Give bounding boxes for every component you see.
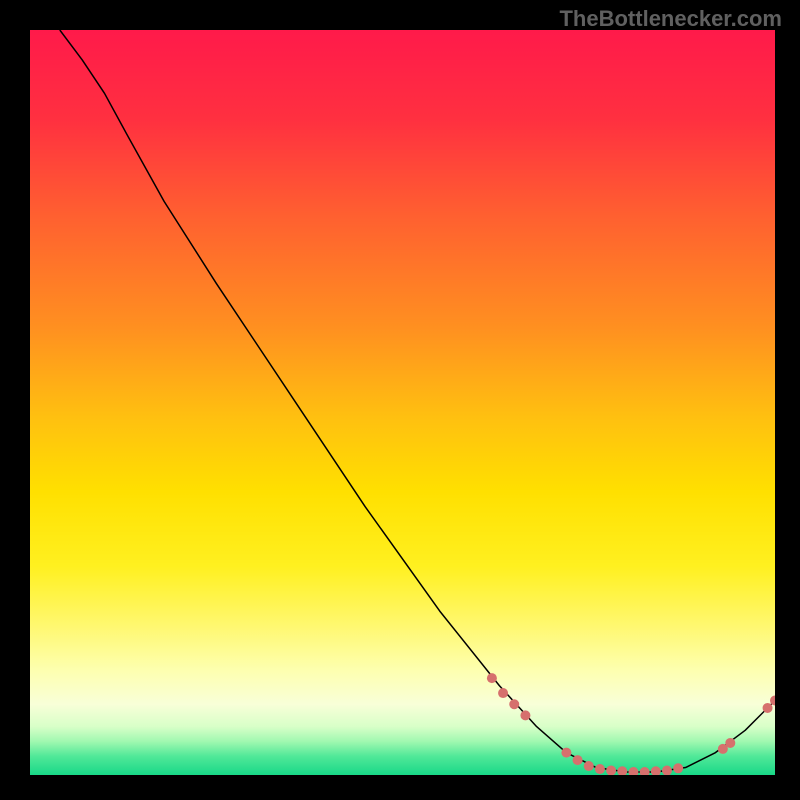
data-marker [520,710,530,720]
data-marker [595,764,605,774]
chart-area [30,30,775,775]
data-marker [487,673,497,683]
data-marker [498,688,508,698]
data-marker [725,738,735,748]
data-marker [573,755,583,765]
gradient-background [30,30,775,775]
data-marker [763,703,773,713]
watermark-text: TheBottlenecker.com [559,6,782,32]
data-marker [561,748,571,758]
gradient-plot [30,30,775,775]
data-marker [673,763,683,773]
data-marker [509,699,519,709]
data-marker [584,761,594,771]
